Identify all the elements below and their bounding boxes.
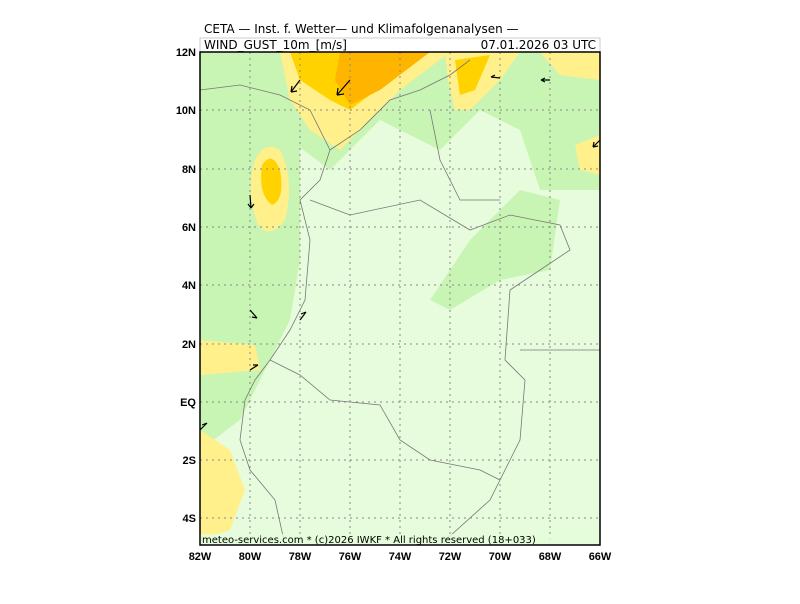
map-field: meteo-services.com * (c)2026 IWKF * All … [200, 52, 600, 546]
lon-label: 78W [289, 551, 312, 563]
lon-ticks: 82W 80W 78W 76W 74W 72W 70W 68W 66W [189, 551, 612, 563]
lon-label: 82W [189, 551, 212, 563]
lat-label: 2S [183, 455, 196, 467]
lat-label: 12N [176, 47, 196, 59]
lat-label: EQ [180, 397, 196, 409]
lat-label: 6N [182, 222, 196, 234]
lat-ticks: 12N 10N 8N 6N 4N 2N EQ 2S 4S [176, 47, 197, 525]
lon-label: 70W [489, 551, 512, 563]
lat-label: 2N [182, 339, 196, 351]
valid-time: 07.01.2026 03 UTC [481, 38, 596, 52]
lon-label: 74W [389, 551, 412, 563]
lon-label: 66W [589, 551, 612, 563]
lon-label: 80W [239, 551, 262, 563]
lat-label: 4S [183, 513, 196, 525]
lat-label: 8N [182, 164, 196, 176]
lat-label: 4N [182, 280, 196, 292]
map-frame [199, 51, 601, 546]
lon-label: 72W [439, 551, 462, 563]
lat-label: 10N [176, 105, 196, 117]
field-label: WIND_GUST_10m_[m/s] [204, 38, 347, 52]
lon-label: 68W [539, 551, 562, 563]
header-title: CETA — Inst. f. Wetter— und Klimafolgena… [204, 22, 519, 36]
lon-label: 76W [339, 551, 362, 563]
copyright: meteo-services.com * (c)2026 IWKF * All … [202, 535, 536, 546]
